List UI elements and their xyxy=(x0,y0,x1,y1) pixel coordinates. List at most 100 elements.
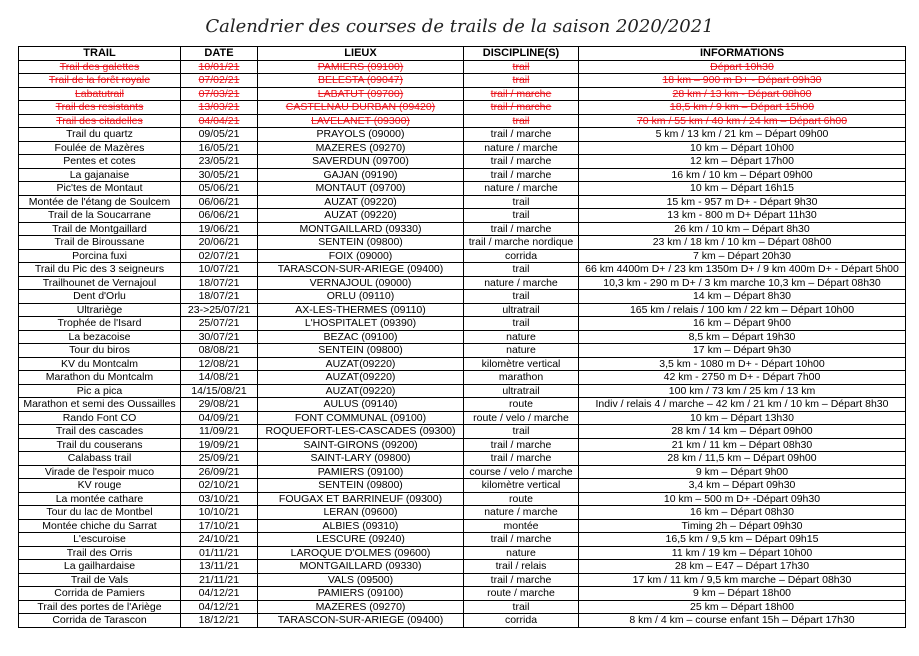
location: SAINT-GIRONS (09200) xyxy=(257,437,464,452)
information: 25 km – Départ 18h00 xyxy=(578,599,906,614)
date: 18/12/21 xyxy=(180,613,258,628)
location: GAJAN (09190) xyxy=(257,167,464,182)
race-row: L'escuroise 24/10/21 LESCURE (09240) trail … xyxy=(18,532,906,547)
race-row: Pic a pica 14/15/08/21 AUZAT(09220) ultratr… xyxy=(18,383,906,398)
race-row: Trail de Biroussane 20/06/21 SENTEIN (0980… xyxy=(18,235,906,250)
date: 04/04/21 xyxy=(180,113,258,128)
information: 9 km – Départ 18h00 xyxy=(578,586,906,601)
information: 28 km – E47 – Départ 17h30 xyxy=(578,559,906,574)
trail-name: Trophée de l'Isard xyxy=(18,316,181,331)
location: AX-LES-THERMES (09110) xyxy=(257,302,464,317)
location: VERNAJOUL (09000) xyxy=(257,275,464,290)
information: 42 km - 2750 m D+ - Départ 7h00 xyxy=(578,370,906,385)
trail-name: Rando Font CO xyxy=(18,410,181,425)
location: SENTEIN (09800) xyxy=(257,343,464,358)
location: AUZAT (09220) xyxy=(257,208,464,223)
trail-name: Trail des resistants xyxy=(18,100,181,115)
location: PAMIERS (09100) xyxy=(257,586,464,601)
location: FOIX (09000) xyxy=(257,248,464,263)
date: 04/12/21 xyxy=(180,586,258,601)
information: 15 km - 957 m D+ - Départ 9h30 xyxy=(578,194,906,209)
discipline: nature / marche xyxy=(463,505,579,520)
discipline: corrida xyxy=(463,613,579,628)
date: 24/10/21 xyxy=(180,532,258,547)
location: CASTELNAU DURBAN (09420) xyxy=(257,100,464,115)
date: 04/09/21 xyxy=(180,410,258,425)
race-row: Montée chiche du Sarrat 17/10/21 ALBIES (0… xyxy=(18,518,906,533)
trail-name: La montée cathare xyxy=(18,491,181,506)
discipline: trail / marche xyxy=(463,86,579,101)
trail-name: Trail des cascades xyxy=(18,424,181,439)
discipline: trail xyxy=(463,599,579,614)
information: 5 km / 13 km / 21 km – Départ 09h00 xyxy=(578,127,906,142)
date: 04/12/21 xyxy=(180,599,258,614)
discipline: marathon xyxy=(463,370,579,385)
location: AUZAT(09220) xyxy=(257,356,464,371)
trail-name: Trail de Montgaillard xyxy=(18,221,181,236)
location: LESCURE (09240) xyxy=(257,532,464,547)
date: 20/06/21 xyxy=(180,235,258,250)
information: 13 km - 800 m D+ Départ 11h30 xyxy=(578,208,906,223)
date: 18/07/21 xyxy=(180,275,258,290)
trail-name: Ultrariège xyxy=(18,302,181,317)
trail-name: Montée chiche du Sarrat xyxy=(18,518,181,533)
trail-name: Pic a pica xyxy=(18,383,181,398)
race-row: Tour du lac de Montbel 10/10/21 LERAN (096… xyxy=(18,505,906,520)
information: 10 km – Départ 16h15 xyxy=(578,181,906,196)
date: 19/09/21 xyxy=(180,437,258,452)
trail-name: Montée de l'étang de Soulcem xyxy=(18,194,181,209)
discipline: trail xyxy=(463,289,579,304)
date: 05/06/21 xyxy=(180,181,258,196)
information: 16 km – Départ 9h00 xyxy=(578,316,906,331)
information: 8 km / 4 km – course enfant 15h – Départ… xyxy=(578,613,906,628)
race-row: Trail de la Soucarrane 06/06/21 AUZAT (092… xyxy=(18,208,906,223)
location: SAVERDUN (09700) xyxy=(257,154,464,169)
trail-name: KV du Montcalm xyxy=(18,356,181,371)
information: 8,5 km – Départ 19h30 xyxy=(578,329,906,344)
race-row: Virade de l'espoir muco 26/09/21 PAMIERS (… xyxy=(18,464,906,479)
information: 100 km / 73 km / 25 km / 13 km xyxy=(578,383,906,398)
race-row: Pentes et cotes 23/05/21 SAVERDUN (09700) t… xyxy=(18,154,906,169)
information: 16 km / 10 km – Départ 09h00 xyxy=(578,167,906,182)
information: 28 km / 11,5 km – Départ 09h00 xyxy=(578,451,906,466)
date: 17/10/21 xyxy=(180,518,258,533)
location: MAZERES (09270) xyxy=(257,140,464,155)
discipline: trail xyxy=(463,208,579,223)
trail-name: Trail des citadelles xyxy=(18,113,181,128)
discipline: nature / marche xyxy=(463,275,579,290)
date: 02/10/21 xyxy=(180,478,258,493)
information: 21 km / 11 km – Départ 08h30 xyxy=(578,437,906,452)
race-row: Labatutrail 07/03/21 LABATUT (09700) trail … xyxy=(18,86,906,101)
table-body: Trail des galettes 10/01/21 PAMIERS (09100… xyxy=(18,59,906,628)
discipline: trail xyxy=(463,113,579,128)
race-row: Trail des resistants 13/03/21 CASTELNAU DU… xyxy=(18,100,906,115)
trail-name: Dent d'Orlu xyxy=(18,289,181,304)
race-row: Corrida de Tarascon 18/12/21 TARASCON-SUR-… xyxy=(18,613,906,628)
column-header: DATE xyxy=(180,46,258,61)
information: 17 km / 11 km / 9,5 km marche – Départ 0… xyxy=(578,572,906,587)
discipline: trail / marche xyxy=(463,127,579,142)
date: 18/07/21 xyxy=(180,289,258,304)
information: 16,5 km / 9,5 km – Départ 09h15 xyxy=(578,532,906,547)
trail-name: Pentes et cotes xyxy=(18,154,181,169)
location: PRAYOLS (09000) xyxy=(257,127,464,142)
information: 12 km – Départ 17h00 xyxy=(578,154,906,169)
information: 11 km / 19 km – Départ 10h00 xyxy=(578,545,906,560)
information: 3,4 km – Départ 09h30 xyxy=(578,478,906,493)
discipline: nature / marche xyxy=(463,181,579,196)
information: 16 km – Départ 08h30 xyxy=(578,505,906,520)
trail-name: Trail de Vals xyxy=(18,572,181,587)
discipline: route / marche xyxy=(463,586,579,601)
trail-name: La gajanaise xyxy=(18,167,181,182)
trail-name: Labatutrail xyxy=(18,86,181,101)
discipline: trail xyxy=(463,262,579,277)
race-table: TRAIL DATE LIEUX DISCIPLINE(S) INFORMATIONS … xyxy=(18,46,906,628)
location: L'HOSPITALET (09390) xyxy=(257,316,464,331)
date: 10/07/21 xyxy=(180,262,258,277)
date: 13/11/21 xyxy=(180,559,258,574)
date: 09/05/21 xyxy=(180,127,258,142)
discipline: trail xyxy=(463,194,579,209)
trail-name: Tour du lac de Montbel xyxy=(18,505,181,520)
discipline: nature xyxy=(463,329,579,344)
race-row: Montée de l'étang de Soulcem 06/06/21 AUZA… xyxy=(18,194,906,209)
